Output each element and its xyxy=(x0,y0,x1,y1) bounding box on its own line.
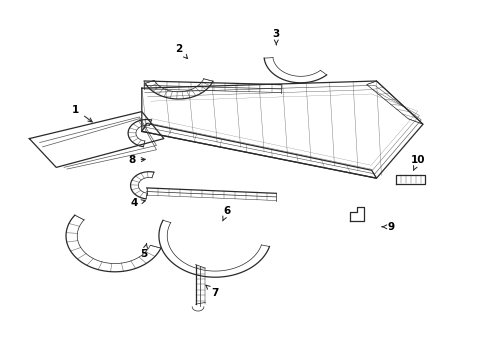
Text: 6: 6 xyxy=(222,206,230,221)
Text: 5: 5 xyxy=(141,243,147,259)
Text: 10: 10 xyxy=(410,155,425,171)
Text: 9: 9 xyxy=(381,222,394,232)
Polygon shape xyxy=(395,175,425,184)
Text: 2: 2 xyxy=(175,44,187,59)
Text: 3: 3 xyxy=(272,29,279,45)
Text: 4: 4 xyxy=(130,198,145,208)
Polygon shape xyxy=(349,207,364,221)
Text: 8: 8 xyxy=(128,155,145,165)
Text: 7: 7 xyxy=(205,285,219,298)
Text: 1: 1 xyxy=(72,105,92,122)
